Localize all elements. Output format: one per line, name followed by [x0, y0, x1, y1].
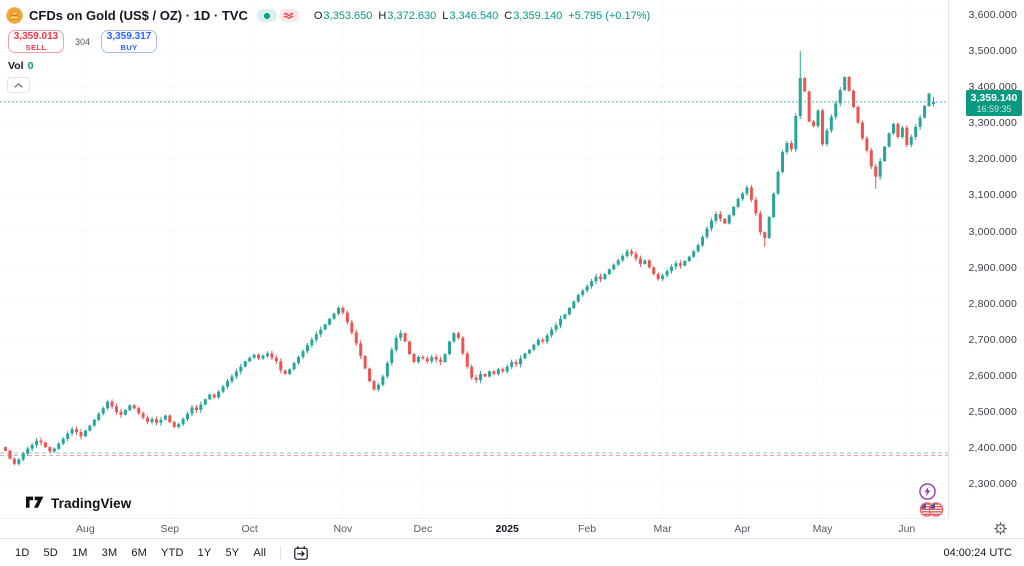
- data-delay-pill[interactable]: [278, 9, 299, 22]
- price-tick-label: 2,300.000: [968, 478, 1017, 490]
- sell-button[interactable]: 3,359.013 SELL: [8, 30, 64, 53]
- price-tick-label: 2,400.000: [968, 441, 1017, 454]
- trade-buttons-row: 3,359.013 SELL 304 3,359.317 BUY: [6, 30, 650, 53]
- price-tick-label: 3,400.000: [968, 81, 1017, 94]
- price-tick-label: 3,200.000: [968, 153, 1017, 166]
- gridlines: [0, 0, 948, 518]
- volume-value: 0: [27, 60, 34, 72]
- gold-symbol-icon: [6, 7, 23, 24]
- level-lines: [0, 452, 948, 456]
- buy-button[interactable]: 3,359.317 BUY: [101, 30, 158, 53]
- symbol-row: CFDs on Gold (US$ / OZ) · 1D · TVC O 3,35…: [6, 6, 650, 25]
- volume-row: Vol 0: [8, 60, 650, 72]
- price-axis[interactable]: 3,359.140 16:59:35 3,600.000 3,500.000 3,4…: [948, 0, 1024, 518]
- price-tick-label: 2,900.000: [968, 261, 1017, 274]
- gear-icon: [993, 522, 1007, 535]
- low-value: 3,346.540: [449, 9, 499, 22]
- spread-value: 304: [75, 36, 91, 47]
- range-button-5d[interactable]: 5D: [43, 546, 58, 559]
- market-open-dot-icon: [263, 12, 270, 19]
- time-tick-label: Sep: [160, 523, 180, 535]
- high-label: H: [378, 9, 387, 22]
- time-tick-label: May: [812, 523, 833, 535]
- price-tick-label: 3,100.000: [968, 189, 1017, 202]
- range-button-1m[interactable]: 1M: [71, 546, 88, 559]
- sell-price: 3,359.013: [13, 30, 59, 42]
- price-tick-label: 2,800.000: [968, 297, 1017, 310]
- range-button-6m[interactable]: 6M: [131, 546, 147, 559]
- change-value: +5.795 (+0.17%): [568, 9, 651, 22]
- range-button-1d[interactable]: 1D: [15, 546, 30, 559]
- open-label: O: [313, 9, 323, 22]
- range-button-5y[interactable]: 5Y: [225, 546, 240, 559]
- us-flags-icon: [919, 502, 944, 517]
- candles: [4, 51, 935, 466]
- range-button-all[interactable]: All: [253, 546, 267, 559]
- price-tick-label: 3,300.000: [968, 117, 1017, 130]
- buy-price: 3,359.317: [106, 30, 152, 42]
- us-market-flags-badge[interactable]: [918, 501, 945, 523]
- time-tick-label: Aug: [76, 523, 95, 535]
- open-value: 3,353.650: [323, 9, 373, 22]
- range-button-3m[interactable]: 3M: [101, 546, 118, 559]
- price-tick-label: 3,500.000: [968, 45, 1017, 58]
- watermark-text: TradingView: [51, 495, 132, 511]
- candlestick-chart-canvas[interactable]: [0, 0, 948, 518]
- time-tick-label: Feb: [578, 523, 597, 535]
- sell-label: SELL: [25, 42, 47, 52]
- time-tick-label: Nov: [333, 523, 353, 535]
- low-label: L: [442, 9, 449, 22]
- close-label: C: [504, 9, 513, 22]
- ohlc-readout: O 3,353.650 H 3,372.630 L 3,346.540 C 3,359.…: [308, 10, 650, 22]
- lightning-icon: [919, 483, 936, 500]
- last-price-badge: 3,359.140 16:59:35: [966, 90, 1022, 117]
- pane-collapse-button[interactable]: [7, 77, 30, 93]
- chart-legend-overlay: CFDs on Gold (US$ / OZ) · 1D · TVC O 3,35…: [6, 6, 650, 93]
- time-axis[interactable]: Aug Sep Oct Nov Dec 2025 Feb Mar Apr May Jun: [0, 518, 948, 538]
- price-tick-label: 2,600.000: [968, 369, 1017, 382]
- time-tick-label: Mar: [653, 523, 672, 535]
- bottom-toolbar: 1D 5D 1M 3M 6M YTD 1Y 5Y All 04:00:24 UTC: [0, 538, 1024, 566]
- axis-settings-button[interactable]: [988, 520, 1012, 537]
- buy-label: BUY: [120, 42, 138, 52]
- go-to-date-button[interactable]: [289, 543, 313, 563]
- time-tick-label: Jun: [898, 523, 916, 535]
- price-tick-label: 2,700.000: [968, 333, 1017, 346]
- close-value: 3,359.140: [513, 9, 563, 22]
- last-price-value: 3,359.140: [970, 92, 1018, 104]
- price-tick-label: 2,500.000: [968, 405, 1017, 418]
- calendar-arrow-icon: [294, 545, 308, 560]
- utc-clock[interactable]: 04:00:24 UTC: [943, 546, 1012, 559]
- price-tick-label: 3,000.000: [968, 225, 1017, 238]
- high-value: 3,372.630: [387, 9, 437, 22]
- time-tick-label: 2025: [495, 523, 519, 535]
- market-status-pill[interactable]: [256, 9, 277, 22]
- toolbar-divider: [280, 545, 282, 560]
- time-tick-label: Apr: [734, 523, 751, 535]
- time-tick-label: Oct: [241, 523, 258, 535]
- symbol-title[interactable]: CFDs on Gold (US$ / OZ) · 1D · TVC: [29, 8, 248, 23]
- chevron-up-icon: [14, 82, 23, 88]
- range-button-1y[interactable]: 1Y: [197, 546, 212, 559]
- range-button-ytd[interactable]: YTD: [161, 546, 184, 559]
- price-tick-label: 3,600.000: [968, 9, 1017, 21]
- instant-trading-badge[interactable]: [919, 483, 936, 505]
- time-tick-label: Dec: [413, 523, 433, 535]
- volume-label: Vol: [8, 60, 24, 72]
- bar-countdown: 16:59:35: [976, 104, 1012, 115]
- tradingview-logo-icon: [26, 496, 44, 508]
- delayed-data-wave-icon: [284, 12, 294, 19]
- tradingview-watermark[interactable]: TradingView: [26, 495, 131, 511]
